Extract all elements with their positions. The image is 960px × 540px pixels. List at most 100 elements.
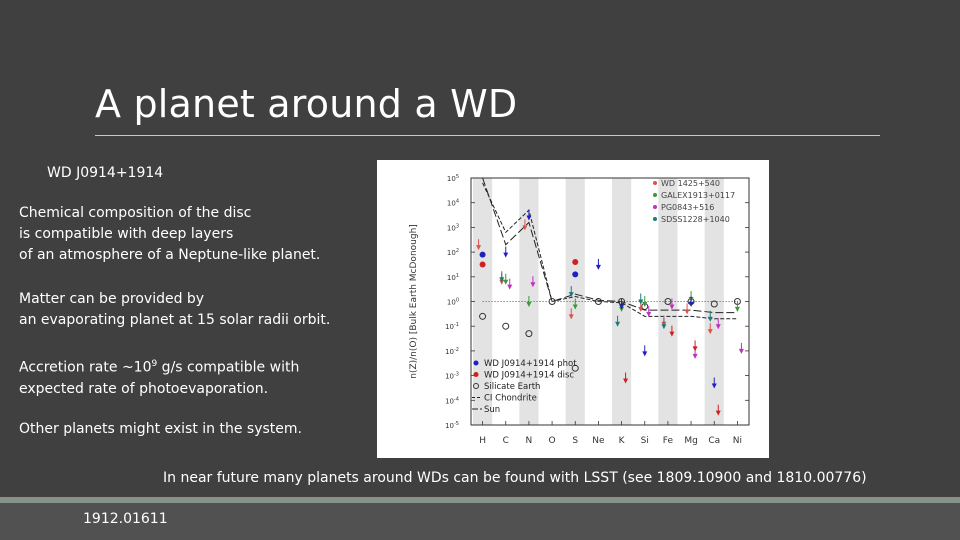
data-point (571, 364, 579, 372)
upper-limit-arrow (638, 299, 644, 305)
upper-limit-arrow (619, 304, 625, 310)
shaded-band (658, 178, 678, 425)
upper-limit-arrow (669, 304, 675, 310)
legend-label: Sun (484, 405, 500, 415)
y-tick-exponent: -1 (454, 322, 459, 328)
bottom-bar (0, 497, 960, 540)
upper-limit-arrow (715, 410, 721, 416)
data-point (479, 251, 486, 258)
upper-limit-arrow (568, 292, 574, 298)
x-tick-label: H (479, 436, 486, 446)
legend-marker (473, 372, 479, 377)
legend-label: WD J0914+1914 phot (484, 359, 577, 369)
paragraph-line: Matter can be provided by (19, 291, 205, 307)
accretion-text-tail: g/s compatible with (157, 359, 300, 376)
data-point (502, 322, 510, 330)
legend-marker (653, 205, 657, 209)
upper-limit-arrow (669, 331, 675, 337)
paragraph-composition: Chemical composition of the disc is comp… (19, 203, 320, 266)
legend-marker (653, 217, 657, 221)
data-point (572, 258, 579, 265)
y-tick-exponent: 2 (456, 248, 459, 254)
upper-limit-arrow (734, 306, 740, 312)
legend-marker (473, 360, 479, 366)
paragraph-line: expected rate of photoevaporation. (19, 380, 269, 397)
upper-limit-arrow (623, 378, 629, 384)
y-tick-exponent: 4 (456, 199, 459, 205)
upper-limit-arrow (638, 306, 644, 312)
data-point (664, 298, 672, 305)
upper-limit-arrow (684, 309, 690, 315)
y-tick-exponent: -3 (454, 372, 459, 378)
bottom-accent-strip (0, 497, 960, 503)
upper-limit-arrow (503, 252, 509, 258)
x-tick-label: Si (641, 436, 649, 446)
legend-label: PG0843+516 (661, 203, 714, 212)
upper-limit-arrow (615, 321, 621, 327)
y-tick-label: 10-4 (445, 396, 459, 405)
upper-limit-arrow (707, 316, 713, 322)
model-line-ci-chondrite (482, 182, 738, 320)
legend-label: WD J0914+1914 disc (484, 371, 574, 381)
upper-limit-arrow (692, 353, 698, 359)
legend-marker (653, 193, 657, 197)
upper-limit-arrow (499, 277, 505, 283)
abundance-chart: 105 104 103 102 101 100 10-1 10-2 10-3 10-4 10-5 H C… (377, 160, 769, 458)
y-tick-label: 104 (447, 199, 459, 208)
paragraph-other-planets: Other planets might exist in the system. (19, 421, 302, 437)
y-tick-exponent: -2 (454, 347, 459, 353)
x-tick-label: S (572, 436, 578, 446)
x-tick-label: O (549, 436, 556, 446)
data-point (710, 300, 718, 308)
upper-limit-arrow (642, 351, 648, 357)
footer-note: In near future many planets around WDs c… (163, 470, 867, 486)
y-tick-exponent: -4 (454, 396, 459, 402)
y-tick-label: 103 (447, 223, 459, 232)
x-tick-label: N (526, 436, 533, 446)
y-tick-label: 10-2 (445, 347, 459, 356)
upper-limit-arrow (526, 301, 532, 307)
x-tick-label: Ca (708, 436, 720, 446)
x-tick-label: Mg (684, 436, 697, 446)
accretion-exponent: 9 (151, 359, 158, 369)
upper-limit-arrow (642, 301, 648, 307)
upper-limit-arrow (738, 348, 744, 354)
title-divider (95, 135, 880, 136)
object-name: WD J0914+1914 (47, 165, 164, 181)
upper-limit-arrow (572, 304, 578, 310)
y-axis-label: n(Z)/n(O) [Bulk Earth McDonough] (409, 224, 419, 379)
upper-limit-arrow (707, 329, 713, 335)
data-point (525, 330, 533, 338)
paragraph-line: Chemical composition of the disc (19, 205, 252, 221)
upper-limit-arrow (646, 311, 652, 317)
upper-limit-arrow (711, 383, 717, 389)
upper-limit-arrow (595, 264, 601, 270)
y-tick-exponent: 1 (456, 273, 459, 279)
legend-label: SDSS1228+1040 (661, 215, 730, 224)
x-tick-label: C (503, 436, 509, 446)
upper-limit-arrow (503, 279, 509, 285)
upper-limit-arrow (568, 314, 574, 320)
data-point (548, 298, 556, 305)
y-tick-label: 10-5 (445, 421, 459, 430)
legend-label: GALEX1913+0117 (661, 191, 735, 200)
slide-title: A planet around a WD (95, 82, 518, 126)
y-tick-label: 101 (447, 273, 459, 282)
upper-limit-arrow (530, 282, 536, 288)
y-tick-label: 100 (447, 298, 459, 307)
upper-limit-arrow (476, 245, 482, 251)
data-point (594, 298, 602, 305)
paragraph-line: Accretion rate ~109 g/s compatible with (19, 354, 299, 379)
accretion-text: Accretion rate ~10 (19, 359, 152, 376)
y-tick-label: 102 (447, 248, 459, 257)
y-tick-label: 105 (447, 174, 459, 183)
data-point (479, 312, 487, 320)
legend-label: CI Chondrite (484, 394, 537, 404)
upper-limit-arrow (661, 324, 667, 330)
legend-label: Silicate Earth (484, 382, 540, 392)
legend-marker (653, 181, 657, 185)
paragraph-line: an evaporating planet at 15 solar radii … (19, 312, 331, 328)
model-line-sun (482, 177, 738, 314)
paragraph-accretion: Accretion rate ~109 g/s compatible with … (19, 354, 299, 400)
